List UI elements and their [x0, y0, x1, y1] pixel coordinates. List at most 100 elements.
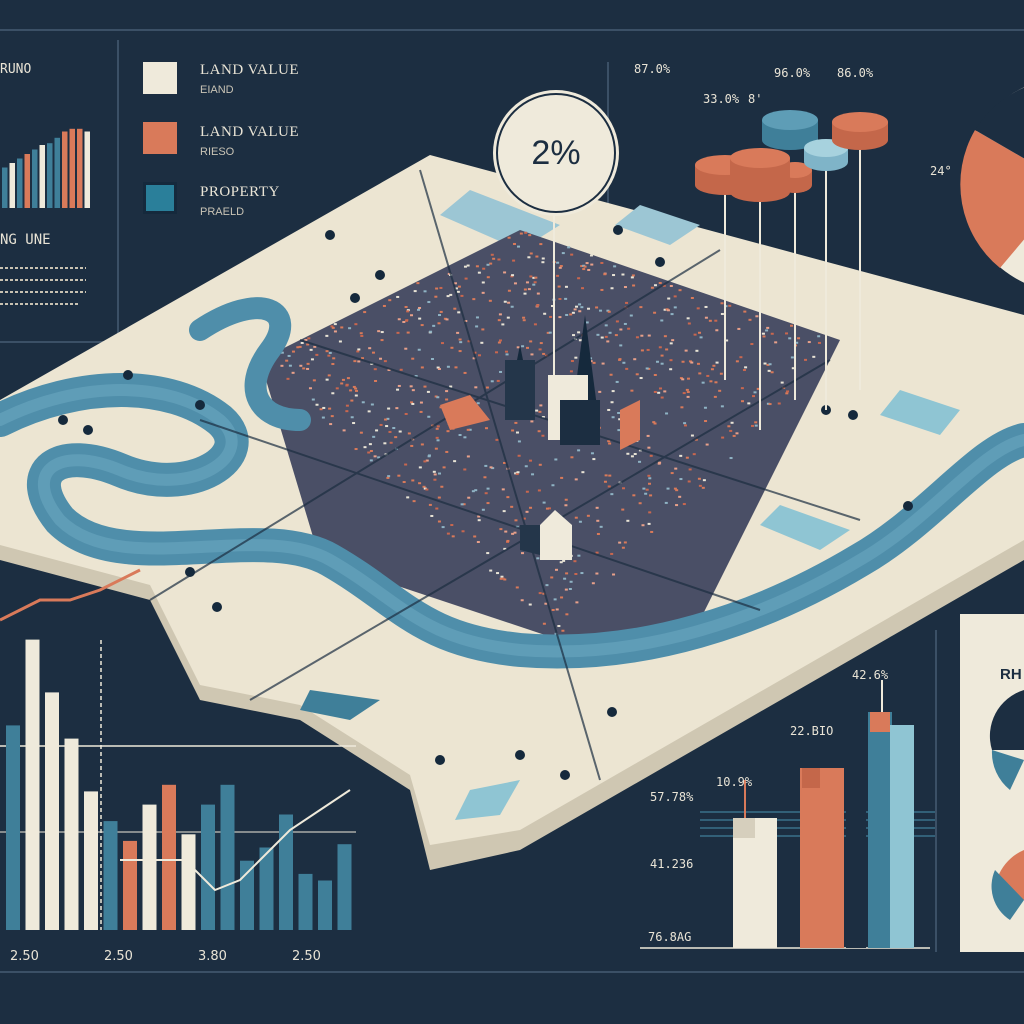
city-block [383, 442, 387, 445]
city-block [646, 348, 650, 351]
city-block [539, 342, 543, 345]
bar [279, 814, 293, 930]
city-block [678, 495, 682, 498]
city-block [580, 306, 584, 309]
city-block [630, 455, 634, 458]
city-block [507, 301, 511, 304]
city-block [436, 396, 440, 399]
city-block [573, 560, 577, 563]
city-block [622, 487, 626, 490]
city-block [559, 561, 563, 564]
city-block [582, 268, 586, 271]
city-block [458, 338, 462, 341]
top-label-24: 24° [930, 164, 952, 178]
city-block [352, 385, 356, 388]
city-block [581, 287, 585, 290]
city-block [354, 387, 358, 390]
city-block [770, 371, 774, 374]
city-block [558, 297, 562, 300]
right-panel-label: RH [1000, 666, 1022, 683]
city-block [706, 374, 710, 377]
city-block [461, 530, 465, 533]
city-block [499, 370, 503, 373]
city-block [708, 319, 712, 322]
location-pin-icon [212, 602, 222, 612]
city-block [330, 325, 334, 328]
city-block [315, 403, 319, 406]
bar [142, 804, 157, 930]
city-block [664, 501, 668, 504]
city-block [484, 427, 488, 430]
city-block [595, 551, 599, 554]
city-block [350, 416, 354, 419]
city-block [529, 459, 533, 462]
city-block [516, 346, 520, 349]
city-block [667, 297, 671, 300]
city-block [439, 310, 443, 313]
city-block [673, 487, 677, 490]
city-block [521, 345, 525, 348]
city-block [527, 288, 531, 291]
city-block [532, 276, 536, 279]
city-block [475, 316, 479, 319]
city-block [525, 490, 529, 493]
city-block [817, 335, 821, 338]
city-block [313, 345, 317, 348]
city-block [468, 428, 472, 431]
city-block [456, 290, 460, 293]
city-block [670, 472, 674, 475]
mini-bar [39, 145, 45, 208]
city-block [701, 486, 705, 489]
city-block [396, 388, 400, 391]
city-block [564, 588, 568, 591]
city-block [653, 373, 657, 376]
city-block [618, 541, 622, 544]
city-block [644, 492, 648, 495]
city-block [436, 425, 440, 428]
city-block [397, 474, 401, 477]
city-block [684, 424, 688, 427]
city-block [451, 535, 455, 538]
city-block [447, 272, 451, 275]
city-block [528, 234, 532, 237]
legend-swatch-3 [143, 182, 177, 214]
city-block [541, 261, 545, 264]
city-block [633, 358, 637, 361]
city-block [413, 290, 417, 293]
city-block [795, 341, 799, 344]
city-block [627, 327, 631, 330]
city-block [569, 370, 573, 373]
city-block [607, 485, 611, 488]
city-block [589, 360, 593, 363]
city-block [405, 319, 409, 322]
city-block [621, 273, 625, 276]
bar [103, 821, 118, 930]
city-block [328, 351, 332, 354]
city-block [363, 311, 367, 314]
city-block [478, 354, 482, 357]
city-block [558, 316, 562, 319]
city-block [640, 334, 644, 337]
city-block [432, 470, 436, 473]
city-block [647, 334, 651, 337]
city-block [571, 311, 575, 314]
city-block [657, 391, 661, 394]
city-block [777, 402, 781, 405]
city-block [453, 307, 457, 310]
city-block [335, 387, 339, 390]
city-block [697, 477, 701, 480]
city-block [539, 243, 543, 246]
city-block [507, 289, 511, 292]
city-block [660, 354, 664, 357]
city-block [662, 284, 666, 287]
city-block [473, 535, 477, 538]
city-block [728, 304, 732, 307]
city-block [450, 524, 454, 527]
city-block [432, 324, 436, 327]
city-block [698, 372, 702, 375]
city-block [506, 539, 510, 542]
city-block [538, 410, 542, 413]
right-bar-label-top: 42.6% [852, 668, 889, 682]
city-block [486, 276, 490, 279]
